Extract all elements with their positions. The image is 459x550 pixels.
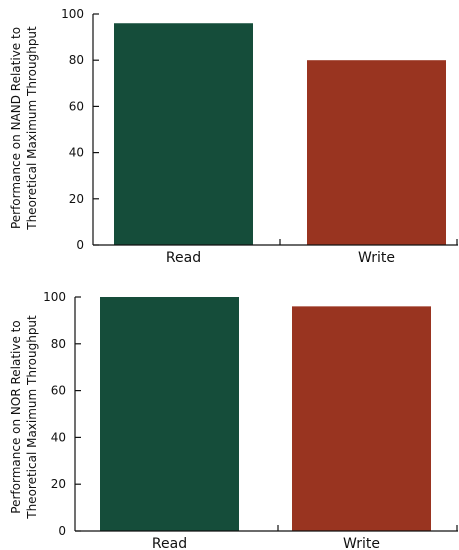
y-tick-label: 0: [58, 524, 66, 538]
y-tick-label: 40: [51, 430, 66, 444]
y-tick-label: 60: [69, 99, 84, 113]
y-axis-title-line1: Performance on NOR Relative to: [9, 320, 23, 513]
bar-write: [292, 306, 431, 531]
y-tick-label: 100: [61, 7, 84, 21]
bar-read: [100, 297, 239, 531]
y-tick-label: 0: [76, 238, 84, 252]
category-label-write: Write: [343, 536, 380, 550]
category-label-write: Write: [358, 250, 395, 266]
y-tick-label: 100: [43, 290, 66, 304]
y-axis-title-line1: Performance on NAND Relative to: [9, 27, 23, 229]
bar-read: [114, 23, 253, 245]
y-axis-title-line2: Theoretical Maximum Throughput: [25, 26, 39, 231]
y-tick-label: 20: [69, 192, 84, 206]
y-tick-label: 60: [51, 384, 66, 398]
bar-write: [307, 60, 446, 246]
category-label-read: Read: [152, 536, 187, 550]
y-tick-label: 80: [69, 53, 84, 67]
y-axis-title-line2: Theoretical Maximum Throughput: [25, 315, 39, 520]
y-tick-label: 20: [51, 477, 66, 491]
nand-chart: Performance on NAND Relative to Theoreti…: [9, 7, 458, 266]
category-label-read: Read: [166, 250, 201, 266]
nor-chart: Performance on NOR Relative to Theoretic…: [9, 290, 458, 550]
y-tick-label: 80: [51, 337, 66, 351]
y-tick-label: 40: [69, 146, 84, 160]
